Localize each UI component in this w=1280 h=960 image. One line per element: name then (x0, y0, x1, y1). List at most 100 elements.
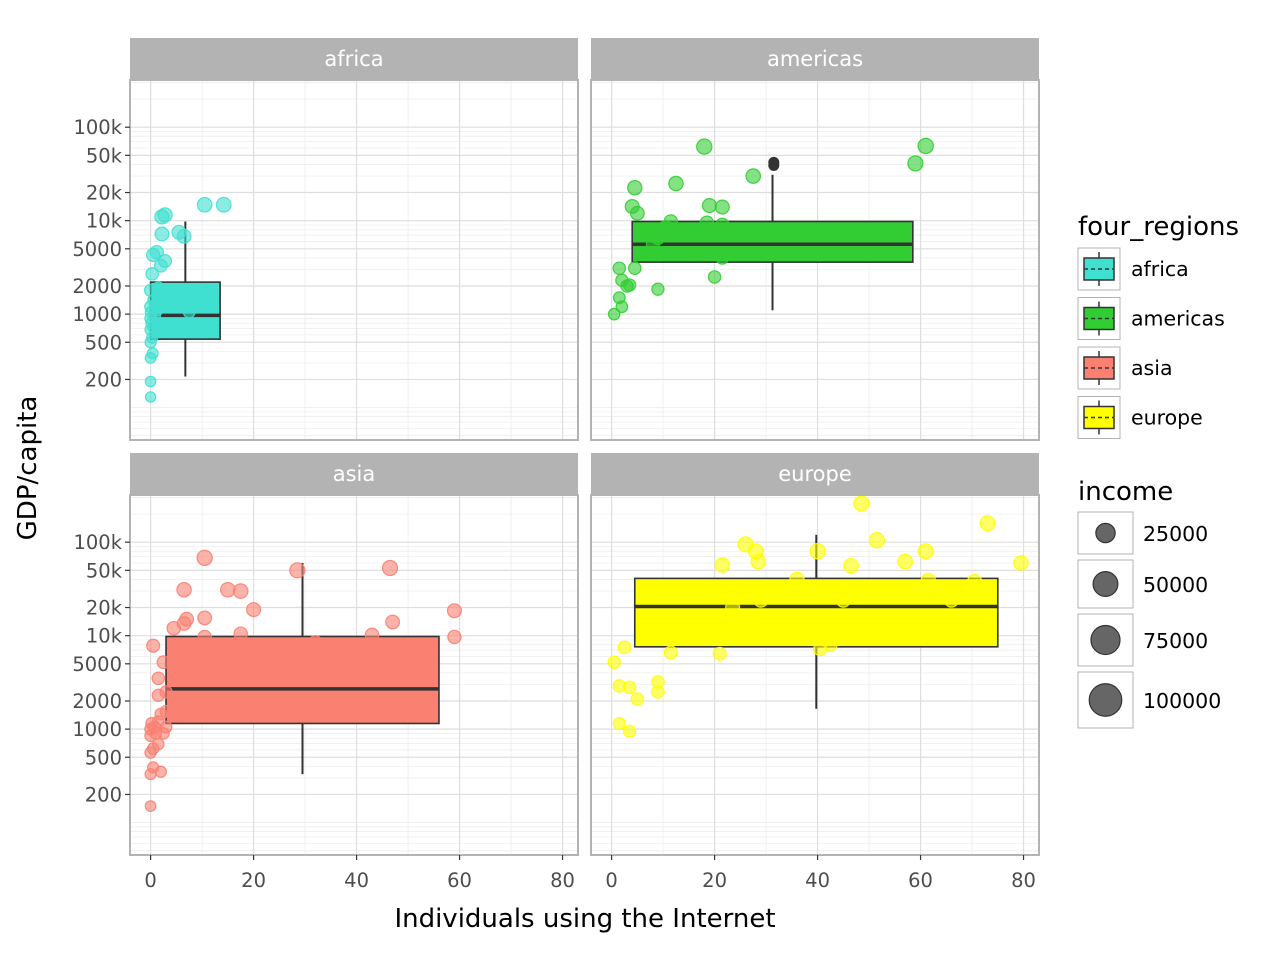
data-point (725, 600, 741, 616)
data-point (917, 137, 934, 155)
y-tick-label: 20k (86, 597, 123, 620)
data-point (146, 347, 159, 360)
data-point (622, 680, 637, 695)
data-point (835, 592, 851, 608)
points-asia (144, 549, 462, 813)
data-point (232, 583, 249, 599)
data-point (684, 246, 699, 260)
data-point (1013, 555, 1029, 571)
data-point (246, 602, 262, 618)
facet-strip (130, 38, 578, 80)
legend-label: europe (1131, 406, 1203, 430)
data-point (637, 222, 653, 237)
data-point (176, 228, 192, 244)
data-point (823, 637, 838, 652)
data-point (853, 495, 870, 512)
data-point (364, 627, 380, 643)
legend-item-americas: americas (1077, 297, 1225, 340)
data-point (712, 646, 727, 661)
data-point (607, 655, 621, 669)
legend-label: 75000 (1143, 629, 1208, 653)
data-point (920, 572, 936, 589)
data-point (154, 226, 170, 242)
data-point (196, 196, 213, 213)
data-point (197, 629, 212, 645)
facet-strip (591, 453, 1039, 495)
data-point (154, 765, 168, 778)
legend-size-circle (1095, 522, 1116, 544)
y-tick-label: 2000 (72, 690, 122, 713)
data-point (789, 571, 805, 588)
color-legend-title: four_regions (1078, 212, 1239, 242)
data-point (182, 305, 196, 319)
data-point (966, 573, 983, 590)
data-point (385, 614, 401, 630)
legend-label: 100000 (1143, 689, 1221, 713)
data-point (745, 168, 762, 184)
data-point (612, 291, 626, 305)
data-point (622, 278, 637, 292)
data-point (159, 704, 173, 718)
data-point (715, 251, 730, 265)
data-point (144, 391, 157, 403)
box-iqr (165, 635, 440, 725)
data-point (151, 281, 165, 295)
data-point (162, 300, 176, 314)
x-tick-label: 20 (241, 869, 266, 892)
y-axis-title: GDP/capita (13, 396, 43, 541)
boxplot-asia (165, 562, 440, 775)
data-point (149, 244, 164, 260)
y-tick-label: 500 (85, 746, 122, 769)
data-point (308, 635, 323, 650)
data-point (701, 198, 717, 214)
size-legend-item: 50000 (1077, 559, 1208, 609)
y-tick-label: 1000 (72, 718, 122, 741)
data-point (979, 515, 996, 532)
facet-panel-europe: europe 0 20 40 60 80 (590, 453, 1040, 892)
data-point (447, 629, 462, 645)
data-point (663, 214, 679, 229)
data-point (627, 180, 643, 196)
data-point (630, 692, 645, 706)
data-point (145, 266, 159, 281)
panel-border (129, 79, 579, 441)
y-tick-label: 1000 (72, 303, 122, 326)
x-tick-label: 20 (702, 869, 727, 892)
x-tick-label: 80 (1011, 869, 1036, 892)
data-point (179, 611, 195, 627)
x-tick-label: 0 (605, 869, 617, 892)
panel-border (590, 494, 1040, 856)
legend-label: asia (1131, 356, 1173, 380)
legend-size-circle (1092, 571, 1119, 597)
panel-border (129, 494, 579, 856)
data-point (144, 800, 157, 813)
data-point (628, 261, 642, 275)
data-point (694, 611, 710, 627)
facet-panel-asia: asia 200 500 1000 2000 5000 10k 20k 50k 100k 0 20 40… (72, 453, 579, 892)
data-point (612, 261, 627, 275)
y-tick-label: 5000 (72, 238, 122, 261)
data-point (196, 549, 213, 567)
data-point (289, 562, 306, 579)
data-point (156, 655, 171, 670)
data-point (157, 207, 173, 223)
data-point (650, 231, 666, 246)
y-tick-label: 50k (86, 144, 123, 167)
data-point (696, 138, 713, 155)
data-point (897, 553, 913, 570)
legend-size-circle (1088, 683, 1123, 717)
facet-strip-label: africa (324, 47, 383, 71)
data-point (233, 626, 248, 641)
size-legend-item: 25000 (1077, 511, 1208, 555)
size-legend-item: 75000 (1077, 613, 1208, 667)
data-point (651, 685, 665, 699)
boxplot-europe (633, 534, 999, 709)
data-point (617, 640, 632, 655)
facet-strip-label: europe (778, 462, 852, 486)
data-point (176, 582, 192, 598)
legend-item-europe: europe (1077, 396, 1203, 439)
data-point (159, 685, 173, 699)
facet-strip-label: americas (767, 47, 863, 71)
data-point (699, 215, 715, 231)
y-tick-label: 100k (73, 116, 122, 139)
